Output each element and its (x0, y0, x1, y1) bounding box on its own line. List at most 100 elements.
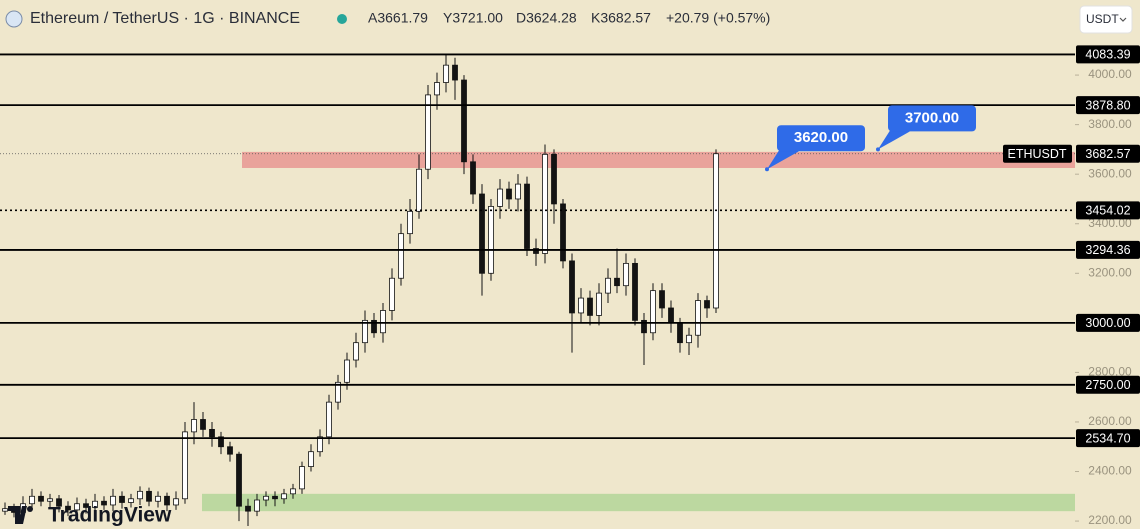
candle-body (371, 319, 377, 334)
candle-body (119, 495, 125, 503)
logo: TradingView (8, 504, 172, 527)
level-label-bg (1076, 201, 1140, 220)
logo-icon (8, 506, 27, 524)
candle-body (434, 82, 440, 96)
candle-body (362, 319, 368, 344)
candle-body (299, 466, 305, 490)
candle-body (587, 297, 593, 316)
level-label-bg (1076, 313, 1140, 332)
candle-body (56, 498, 62, 507)
candle-body (461, 79, 467, 163)
logo-dot (27, 506, 33, 512)
candle-body (290, 488, 296, 495)
candle-body (596, 292, 602, 316)
candle-body (416, 168, 422, 212)
candle-body (308, 451, 314, 467)
candle-body (443, 64, 449, 83)
callout-anchor (876, 147, 880, 152)
status-dot (337, 14, 347, 24)
level-label-bg (1076, 45, 1140, 64)
candle-body (245, 505, 251, 512)
price-axis: 2200.00 2400.00 2600.00 2800.00 3200.00 3400.… (1075, 45, 1140, 527)
candle-body (659, 290, 665, 309)
candle-body (110, 495, 116, 506)
candle-body (263, 495, 269, 501)
candle-body (326, 401, 332, 438)
callout-anchor (765, 167, 769, 172)
y-tick-label: 2200.00 (1088, 513, 1132, 527)
y-tick-label: 2800.00 (1088, 365, 1132, 379)
level-label: 2534.70 (1085, 431, 1130, 445)
callout-pointer (767, 147, 799, 170)
candle-body (533, 248, 539, 254)
candle-body (479, 193, 485, 274)
candle-body (407, 210, 413, 235)
candle-body (452, 64, 458, 81)
currency-label[interactable]: USDT (1086, 12, 1119, 26)
price-label: 3682.57 (1085, 147, 1130, 161)
candle-body (236, 453, 242, 507)
chevron (1119, 17, 1127, 22)
candle-body (668, 307, 674, 324)
candle-body (353, 342, 359, 361)
logo-text: TradingView (48, 504, 172, 527)
candle-body (497, 188, 503, 207)
y-tick-label: 2400.00 (1088, 464, 1132, 478)
level-label-bg (1076, 429, 1140, 448)
y-tick-label: 3600.00 (1088, 166, 1132, 180)
candle-body (47, 498, 53, 502)
candle-body (65, 505, 71, 511)
candle-body (128, 498, 134, 503)
candle-body (281, 493, 287, 500)
candle-body (551, 153, 557, 205)
candle-body (317, 436, 323, 453)
header-change: +20.79 (+0.57%) (666, 10, 770, 26)
candle-body (101, 500, 107, 506)
header-high: Y3721.00 (443, 10, 503, 26)
level-label: 3294.36 (1085, 243, 1130, 257)
candle-body (218, 436, 224, 448)
currency-button[interactable] (1079, 5, 1133, 34)
level-label: 4083.39 (1085, 48, 1130, 62)
level-label: 3454.02 (1085, 204, 1130, 218)
candle-body (641, 319, 647, 334)
level-label: 3878.80 (1085, 98, 1130, 112)
y-tick-label: 2600.00 (1088, 414, 1132, 428)
candle-body (173, 498, 179, 506)
candle-body (92, 500, 98, 508)
candle-body (542, 153, 548, 254)
level-label: 3000.00 (1085, 316, 1130, 330)
candle-body (515, 183, 521, 200)
candle-body (506, 188, 512, 200)
zone (242, 151, 1075, 168)
candle-body (677, 322, 683, 344)
candle-body (164, 495, 170, 506)
candle-body (155, 495, 161, 502)
candle-body (470, 161, 476, 195)
symbol-icon (5, 10, 23, 28)
overlay: Ethereum / TetherUS · 1G · BINANCE A3661… (5, 5, 1133, 527)
level-label-bg (1076, 96, 1140, 115)
symbol-label-bg (1003, 144, 1072, 163)
candle-body (704, 300, 710, 309)
candle-body (209, 428, 215, 438)
candle-body (191, 419, 197, 433)
candle-body (605, 277, 611, 294)
chart-title: Ethereum / TetherUS · 1G · BINANCE (30, 10, 300, 27)
candle-body (29, 495, 35, 505)
candle-body (137, 490, 143, 500)
candle-body (623, 262, 629, 287)
y-tick-label: 4000.00 (1088, 67, 1132, 81)
candle-body (254, 499, 260, 512)
candle-body (272, 495, 278, 500)
candle-body (200, 419, 206, 430)
level-label: 2750.00 (1085, 378, 1130, 392)
level-label-bg (1076, 375, 1140, 394)
candle-body (578, 297, 584, 314)
y-tick-label: 3400.00 (1088, 216, 1132, 230)
candle-body (335, 381, 341, 403)
y-tick-label: 3200.00 (1088, 265, 1132, 279)
candle-body (632, 262, 638, 321)
candle-body (227, 446, 233, 455)
